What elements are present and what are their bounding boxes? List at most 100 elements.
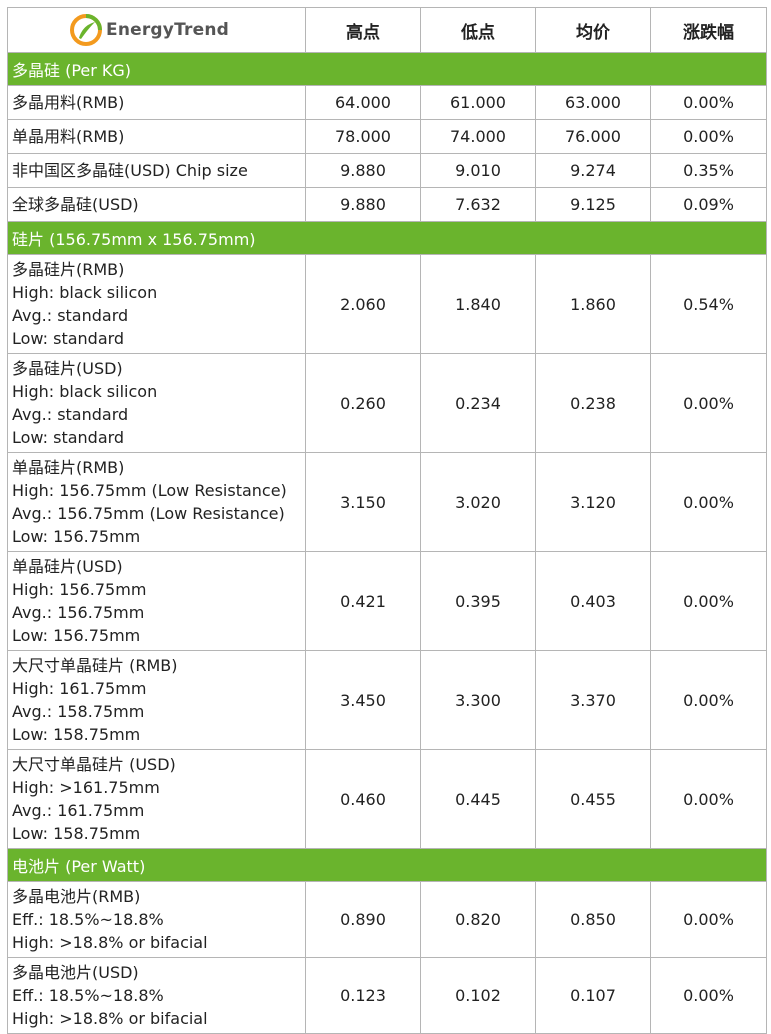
product-name: 单晶硅片(RMB) bbox=[12, 458, 125, 477]
avg-price-cell: 0.850 bbox=[535, 881, 651, 958]
low-price-cell: 3.300 bbox=[420, 650, 536, 750]
table-row: 非中国区多晶硅(USD) Chip size 9.880 9.010 9.274 0.3… bbox=[7, 153, 767, 188]
product-spec-line: Low: 158.75mm bbox=[12, 725, 141, 744]
section-title: 硅片 (156.75mm x 156.75mm) bbox=[7, 221, 767, 255]
product-spec-line: Avg.: standard bbox=[12, 405, 129, 424]
low-price-cell: 3.020 bbox=[420, 452, 536, 552]
product-spec-line: High: >18.8% or bifacial bbox=[12, 1009, 208, 1028]
low-price-cell: 9.010 bbox=[420, 153, 536, 188]
high-price-cell: 64.000 bbox=[305, 85, 421, 120]
product-name: 单晶用料(RMB) bbox=[12, 127, 125, 146]
product-name: 单晶硅片(USD) bbox=[12, 557, 123, 576]
product-spec-line: Low: 156.75mm bbox=[12, 626, 141, 645]
price-table: EnergyTrend 高点 低点 均价 涨跌幅 多晶硅 (Per KG) 多晶用… bbox=[7, 7, 767, 1034]
table-row: 多晶用料(RMB) 64.000 61.000 63.000 0.00% bbox=[7, 85, 767, 120]
avg-price-cell: 3.120 bbox=[535, 452, 651, 552]
table-row: 全球多晶硅(USD) 9.880 7.632 9.125 0.09% bbox=[7, 187, 767, 222]
avg-price-cell: 63.000 bbox=[535, 85, 651, 120]
change-percent-cell: 0.00% bbox=[650, 119, 767, 154]
product-spec-line: High: >161.75mm bbox=[12, 778, 160, 797]
table-row: 多晶硅片(USD) High: black silicon Avg.: standa… bbox=[7, 353, 767, 453]
product-name: 非中国区多晶硅(USD) Chip size bbox=[12, 161, 248, 180]
low-price-cell: 0.445 bbox=[420, 749, 536, 849]
high-price-cell: 3.450 bbox=[305, 650, 421, 750]
high-price-cell: 78.000 bbox=[305, 119, 421, 154]
change-percent-cell: 0.00% bbox=[650, 551, 767, 651]
table-row: 大尺寸单晶硅片 (RMB) High: 161.75mm Avg.: 158.75m… bbox=[7, 650, 767, 750]
product-name: 多晶硅片(RMB) bbox=[12, 260, 125, 279]
product-spec-line: High: 156.75mm bbox=[12, 580, 147, 599]
product-spec-line: Low: 158.75mm bbox=[12, 824, 141, 843]
avg-price-cell: 76.000 bbox=[535, 119, 651, 154]
product-spec-line: High: 156.75mm (Low Resistance) bbox=[12, 481, 287, 500]
high-price-cell: 9.880 bbox=[305, 153, 421, 188]
change-percent-cell: 0.54% bbox=[650, 254, 767, 354]
product-spec-line: Avg.: 156.75mm (Low Resistance) bbox=[12, 504, 285, 523]
product-label-cell: 大尺寸单晶硅片 (USD) High: >161.75mm Avg.: 161.75… bbox=[7, 749, 306, 849]
table-row: 多晶硅片(RMB) High: black silicon Avg.: standa… bbox=[7, 254, 767, 354]
low-price-cell: 61.000 bbox=[420, 85, 536, 120]
price-table-container: EnergyTrend 高点 低点 均价 涨跌幅 多晶硅 (Per KG) 多晶用… bbox=[7, 7, 767, 1034]
avg-price-cell: 0.107 bbox=[535, 957, 651, 1034]
high-price-cell: 9.880 bbox=[305, 187, 421, 222]
product-name: 全球多晶硅(USD) bbox=[12, 195, 139, 214]
product-spec-line: Eff.: 18.5%~18.8% bbox=[12, 986, 164, 1005]
product-spec-line: Low: 156.75mm bbox=[12, 527, 141, 546]
low-price-cell: 0.395 bbox=[420, 551, 536, 651]
avg-price-cell: 9.274 bbox=[535, 153, 651, 188]
product-spec-line: Eff.: 18.5%~18.8% bbox=[12, 910, 164, 929]
low-price-cell: 0.102 bbox=[420, 957, 536, 1034]
product-label-cell: 多晶电池片(USD) Eff.: 18.5%~18.8% High: >18.8% … bbox=[7, 957, 306, 1034]
low-price-cell: 74.000 bbox=[420, 119, 536, 154]
product-name: 多晶硅片(USD) bbox=[12, 359, 123, 378]
change-percent-cell: 0.00% bbox=[650, 452, 767, 552]
product-spec-line: Low: standard bbox=[12, 329, 125, 348]
change-percent-cell: 0.09% bbox=[650, 187, 767, 222]
product-label-cell: 单晶硅片(RMB) High: 156.75mm (Low Resistance)… bbox=[7, 452, 306, 552]
column-header-low: 低点 bbox=[420, 7, 536, 53]
table-row: 多晶电池片(RMB) Eff.: 18.5%~18.8% High: >18.8% … bbox=[7, 881, 767, 958]
brand-name: EnergyTrend bbox=[106, 20, 229, 40]
table-row: 单晶硅片(USD) High: 156.75mm Avg.: 156.75mm Low… bbox=[7, 551, 767, 651]
brand-logo: EnergyTrend bbox=[8, 14, 305, 46]
energytrend-logo-icon bbox=[70, 14, 102, 46]
change-percent-cell: 0.00% bbox=[650, 353, 767, 453]
product-label-cell: 单晶用料(RMB) bbox=[7, 119, 306, 154]
high-price-cell: 0.890 bbox=[305, 881, 421, 958]
low-price-cell: 0.820 bbox=[420, 881, 536, 958]
high-price-cell: 0.123 bbox=[305, 957, 421, 1034]
section-header-row: 电池片 (Per Watt) bbox=[7, 848, 767, 882]
high-price-cell: 2.060 bbox=[305, 254, 421, 354]
avg-price-cell: 3.370 bbox=[535, 650, 651, 750]
table-body: 多晶硅 (Per KG) 多晶用料(RMB) 64.000 61.000 63.000 0… bbox=[7, 52, 767, 1034]
high-price-cell: 3.150 bbox=[305, 452, 421, 552]
avg-price-cell: 0.238 bbox=[535, 353, 651, 453]
change-percent-cell: 0.00% bbox=[650, 650, 767, 750]
table-row: 单晶硅片(RMB) High: 156.75mm (Low Resistance)… bbox=[7, 452, 767, 552]
high-price-cell: 0.260 bbox=[305, 353, 421, 453]
product-spec-line: Avg.: standard bbox=[12, 306, 129, 325]
product-name: 大尺寸单晶硅片 (USD) bbox=[12, 755, 176, 774]
low-price-cell: 0.234 bbox=[420, 353, 536, 453]
product-spec-line: Avg.: 158.75mm bbox=[12, 702, 145, 721]
avg-price-cell: 0.455 bbox=[535, 749, 651, 849]
avg-price-cell: 9.125 bbox=[535, 187, 651, 222]
product-label-cell: 多晶电池片(RMB) Eff.: 18.5%~18.8% High: >18.8% … bbox=[7, 881, 306, 958]
column-header-high: 高点 bbox=[305, 7, 421, 53]
product-name: 多晶电池片(USD) bbox=[12, 963, 139, 982]
product-name: 多晶电池片(RMB) bbox=[12, 887, 141, 906]
high-price-cell: 0.421 bbox=[305, 551, 421, 651]
table-header-row: EnergyTrend 高点 低点 均价 涨跌幅 bbox=[7, 7, 767, 53]
product-label-cell: 多晶硅片(USD) High: black silicon Avg.: standa… bbox=[7, 353, 306, 453]
column-header-change: 涨跌幅 bbox=[650, 7, 767, 53]
product-name: 多晶用料(RMB) bbox=[12, 93, 125, 112]
section-title: 电池片 (Per Watt) bbox=[7, 848, 767, 882]
product-spec-line: Low: standard bbox=[12, 428, 125, 447]
table-row: 大尺寸单晶硅片 (USD) High: >161.75mm Avg.: 161.75… bbox=[7, 749, 767, 849]
product-spec-line: High: 161.75mm bbox=[12, 679, 147, 698]
product-spec-line: High: black silicon bbox=[12, 382, 158, 401]
section-header-row: 多晶硅 (Per KG) bbox=[7, 52, 767, 86]
change-percent-cell: 0.35% bbox=[650, 153, 767, 188]
product-spec-line: High: >18.8% or bifacial bbox=[12, 933, 208, 952]
avg-price-cell: 0.403 bbox=[535, 551, 651, 651]
